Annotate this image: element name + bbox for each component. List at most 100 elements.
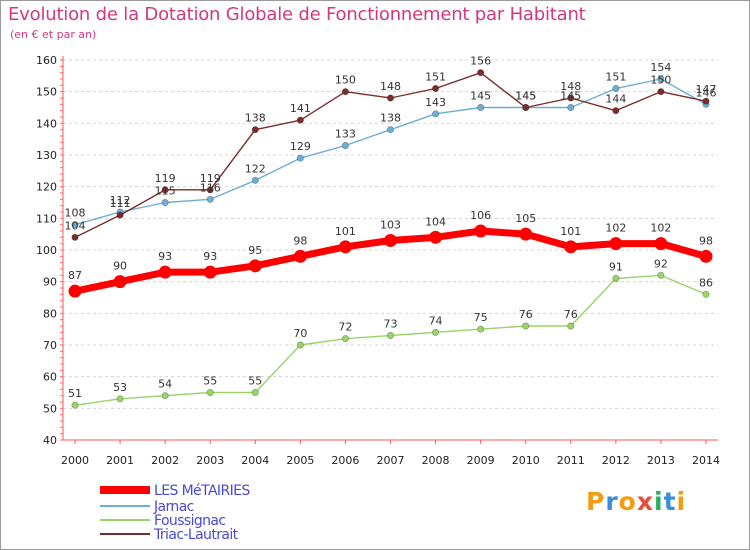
point-triac-lautrait-2010: [522, 104, 530, 112]
y-tick-label: 40: [43, 434, 57, 447]
point-foussignac-2003: [206, 388, 214, 396]
x-tick-label: 2006: [331, 454, 359, 467]
y-tick-label: 140: [36, 117, 57, 130]
data-label-triac-lautrait: 144: [605, 93, 626, 106]
point-foussignac-2013: [657, 271, 665, 279]
point-foussignac-2007: [386, 331, 394, 339]
point-les-m-tairies-2002: [158, 265, 172, 279]
point-triac-lautrait-2001: [116, 211, 124, 219]
data-label-jarnac: 145: [515, 90, 536, 103]
x-tick-label: 2000: [61, 454, 89, 467]
data-label-jarnac: 143: [425, 96, 446, 109]
data-label-foussignac: 70: [293, 327, 307, 340]
point-les-m-tairies-2008: [429, 230, 443, 244]
data-label-foussignac: 53: [113, 381, 127, 394]
data-label-triac-lautrait: 145: [515, 90, 536, 103]
data-label-triac-lautrait: 156: [470, 55, 491, 68]
data-label-foussignac: 75: [474, 311, 488, 324]
data-label-triac-lautrait: 148: [560, 80, 581, 93]
proxiti-logo: Proxiti: [586, 487, 686, 516]
x-tick-label: 2014: [692, 454, 720, 467]
point-jarnac-2002: [161, 199, 169, 207]
point-les-m-tairies-2011: [564, 240, 578, 254]
data-label-jarnac: 122: [245, 162, 266, 175]
data-label-triac-lautrait: 150: [650, 74, 671, 87]
point-triac-lautrait-2012: [612, 107, 620, 115]
data-label-foussignac: 55: [203, 375, 217, 388]
data-label-les-m-tairies: 105: [515, 212, 536, 225]
point-triac-lautrait-2007: [386, 94, 394, 102]
x-tick-label: 2001: [106, 454, 134, 467]
point-foussignac-2012: [612, 274, 620, 282]
point-foussignac-2010: [522, 322, 530, 330]
point-jarnac-2013: [657, 75, 665, 83]
data-label-triac-lautrait: 147: [696, 83, 717, 96]
y-tick-label: 50: [43, 402, 57, 415]
point-foussignac-2014: [702, 290, 710, 298]
data-label-triac-lautrait: 141: [290, 102, 311, 115]
data-label-jarnac: 129: [290, 140, 311, 153]
x-tick-label: 2002: [151, 454, 179, 467]
point-triac-lautrait-2011: [567, 94, 575, 102]
logo-letter: r: [605, 487, 619, 516]
point-triac-lautrait-2006: [341, 88, 349, 96]
point-les-m-tairies-2004: [248, 259, 262, 273]
point-triac-lautrait-2003: [206, 186, 214, 194]
point-foussignac-2000: [71, 401, 79, 409]
legend-label-foussignac: Foussignac: [154, 513, 226, 529]
data-label-les-m-tairies: 101: [335, 225, 356, 238]
point-jarnac-2006: [341, 142, 349, 150]
point-les-m-tairies-2014: [699, 249, 713, 263]
point-les-m-tairies-2007: [384, 234, 397, 247]
logo-letter: i: [654, 487, 664, 516]
data-label-triac-lautrait: 119: [200, 172, 221, 185]
point-les-m-tairies-2000: [68, 284, 82, 298]
data-label-les-m-tairies: 87: [68, 269, 82, 282]
point-triac-lautrait-2000: [71, 233, 79, 241]
axes: 40 50 60 70 80 90 100 110 120 130 140 150 160 2000 200…: [36, 54, 720, 467]
data-label-jarnac: 133: [335, 128, 356, 141]
data-label-les-m-tairies: 95: [248, 244, 262, 257]
point-triac-lautrait-2014: [702, 97, 710, 105]
data-label-foussignac: 54: [158, 378, 172, 391]
point-jarnac-2004: [251, 176, 259, 184]
y-tick-label: 100: [36, 244, 57, 257]
point-foussignac-2005: [296, 341, 304, 349]
data-label-jarnac: 145: [470, 90, 491, 103]
point-les-m-tairies-2001: [113, 275, 127, 289]
data-label-jarnac: 151: [605, 71, 626, 84]
logo-letter: x: [636, 487, 654, 516]
point-triac-lautrait-2005: [296, 116, 304, 124]
x-tick-label: 2010: [512, 454, 540, 467]
data-label-les-m-tairies: 93: [203, 250, 217, 263]
data-label-triac-lautrait: 104: [65, 219, 86, 232]
point-les-m-tairies-2006: [338, 240, 352, 254]
logo-letter: i: [676, 487, 687, 516]
point-les-m-tairies-2005: [293, 249, 307, 263]
y-tick-label: 150: [36, 86, 57, 99]
data-label-les-m-tairies: 98: [293, 234, 307, 247]
data-labels: 87 90 93 93 95 98 101 103 104 106 105 101 102 102 98 51…: [65, 55, 717, 400]
logo-letter: P: [586, 487, 606, 516]
data-label-triac-lautrait: 150: [335, 74, 356, 87]
y-tick-label: 80: [43, 307, 57, 320]
data-label-les-m-tairies: 90: [113, 260, 127, 273]
data-label-foussignac: 76: [519, 308, 533, 321]
data-label-les-m-tairies: 102: [605, 222, 626, 235]
point-foussignac-2001: [116, 395, 124, 403]
logo-letter: o: [618, 487, 637, 516]
data-label-triac-lautrait: 151: [425, 71, 446, 84]
y-tick-label: 60: [43, 371, 57, 384]
data-label-foussignac: 86: [699, 276, 713, 289]
y-tick-label: 160: [36, 54, 57, 67]
chart-subtitle: (en € et par an): [10, 28, 97, 41]
point-les-m-tairies-2003: [203, 265, 217, 279]
point-foussignac-2009: [477, 325, 485, 333]
data-label-triac-lautrait: 111: [110, 197, 131, 210]
point-les-m-tairies-2009: [474, 224, 488, 238]
legend-label-triac-lautrait: Triac-Lautrait: [153, 527, 239, 543]
grid-lines: [63, 59, 718, 441]
point-triac-lautrait-2008: [432, 85, 440, 93]
data-label-les-m-tairies: 104: [425, 215, 446, 228]
point-les-m-tairies-2010: [519, 227, 533, 241]
